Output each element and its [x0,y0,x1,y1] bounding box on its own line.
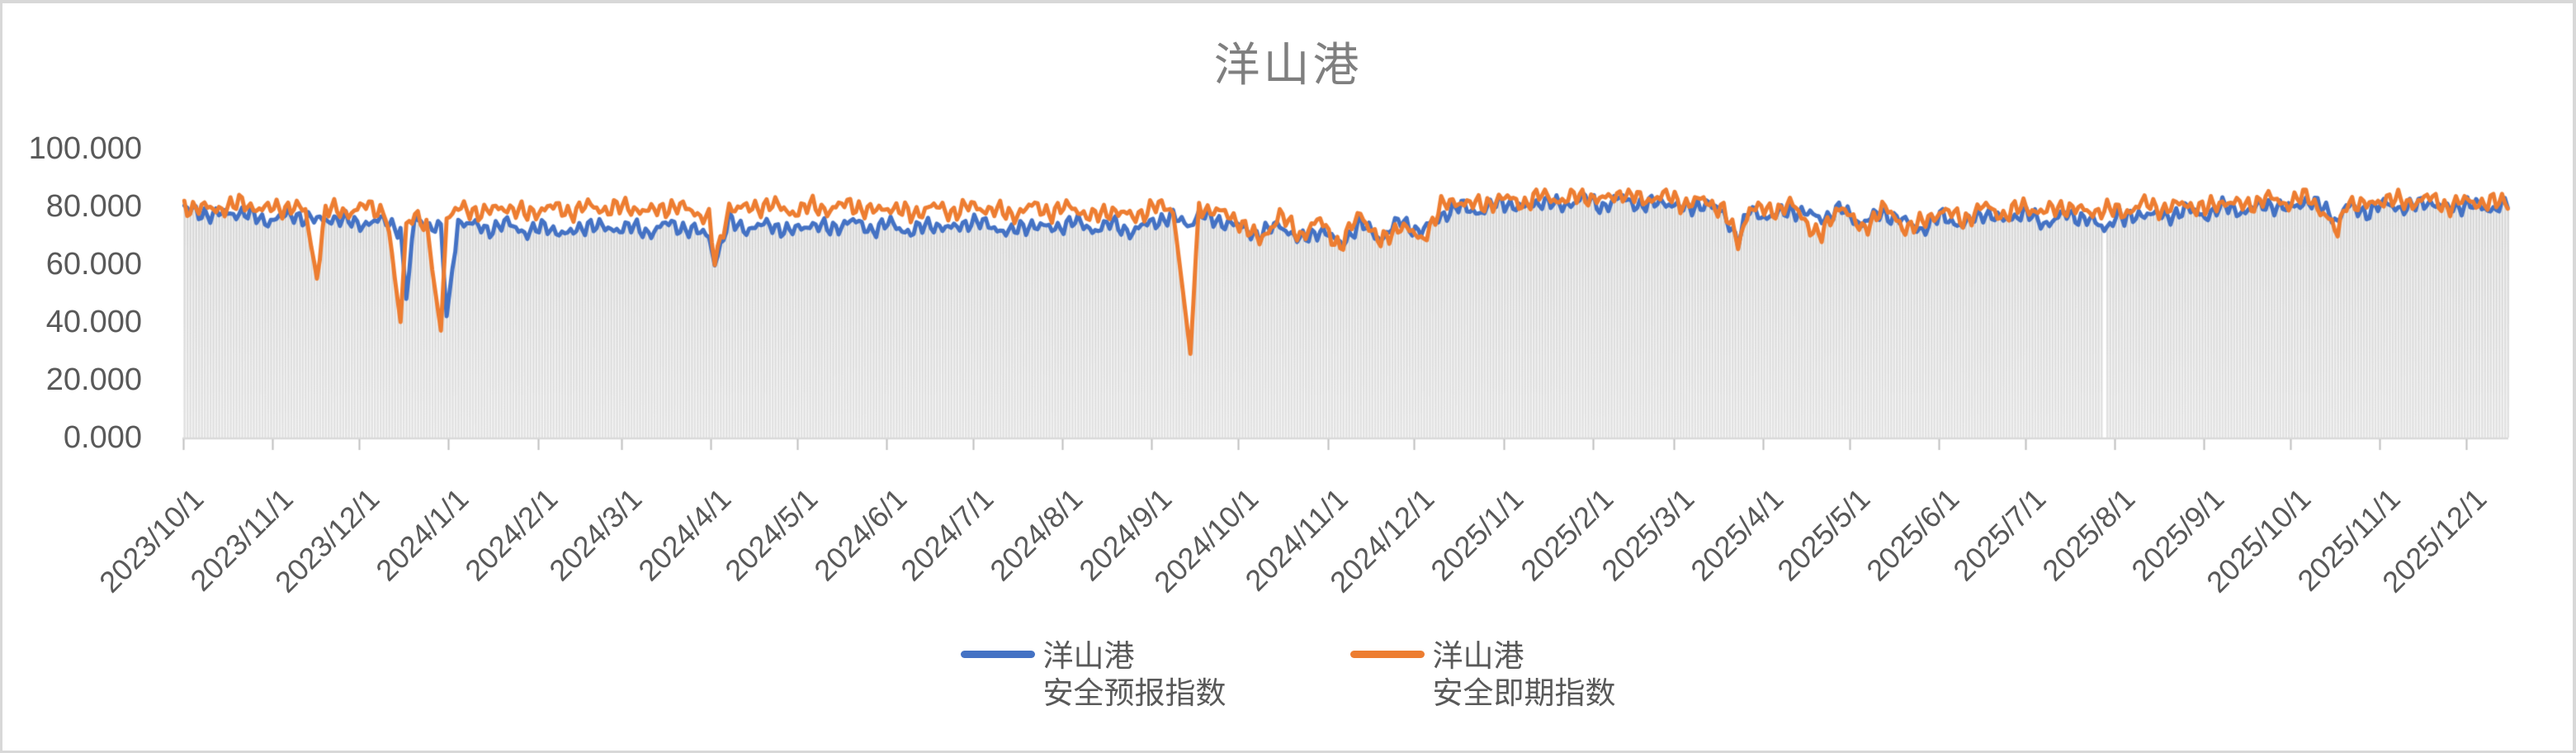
legend-label-spot: 洋山港 安全即期指数 [1432,639,1616,710]
legend-entry-forecast[interactable]: 洋山港 安全预报指数 [960,637,1227,712]
legend: 洋山港 安全预报指数 洋山港 安全即期指数 [0,637,2576,712]
y-axis-tick-label: 0.000 [63,420,142,455]
spot-line-swatch-icon [1349,651,1425,658]
legend-entry-spot[interactable]: 洋山港 安全即期指数 [1349,637,1616,712]
chart-title: 洋山港 [1213,39,1363,91]
y-axis-tick-label: 60.000 [45,247,142,282]
y-axis-tick-label: 100.000 [28,131,142,166]
y-axis-tick-label: 40.000 [45,305,142,339]
y-axis-tick-label: 20.000 [45,362,142,397]
y-axis-tick-label: 80.000 [45,189,142,224]
forecast-line-swatch-icon [960,651,1035,658]
legend-label-forecast: 洋山港 安全预报指数 [1042,639,1227,710]
